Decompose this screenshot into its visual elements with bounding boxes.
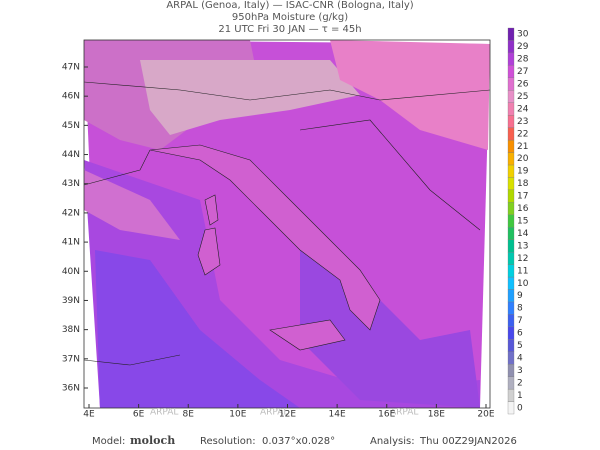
- lat-label: 44N: [62, 150, 80, 160]
- colorbar-label: 14: [517, 229, 529, 239]
- lon-label: 14E: [329, 410, 346, 420]
- colorbar-label: 10: [517, 279, 529, 289]
- colorbar-cell: [507, 401, 515, 415]
- colorbar-cell: [507, 376, 515, 390]
- colorbar-cell: [507, 139, 515, 153]
- colorbar-label: 28: [517, 55, 529, 65]
- colorbar-label: 15: [517, 217, 528, 227]
- colorbar-label: 27: [517, 67, 528, 77]
- colorbar-cell: [507, 227, 515, 240]
- colorbar-cell: [507, 251, 515, 265]
- lat-label: 47N: [62, 63, 80, 73]
- colorbar-label: 26: [517, 80, 529, 90]
- header-line: 21 UTC Fri 30 JAN — τ = 45h: [218, 24, 361, 35]
- colorbar-label: 3: [517, 366, 523, 376]
- colorbar-label: 19: [517, 167, 529, 177]
- footer-label: Model:: [92, 436, 125, 447]
- lat-label: 43N: [62, 179, 80, 189]
- colorbar-cell: [507, 301, 515, 315]
- colorbar-label: 22: [517, 129, 528, 139]
- colorbar-cell: [507, 127, 515, 141]
- colorbar-cell: [507, 289, 515, 303]
- footer: Model: moloch Resolution: 0.037°x0.028° …: [92, 434, 517, 447]
- colorbar-cell: [507, 115, 515, 128]
- footer-label: Analysis:: [370, 436, 415, 447]
- colorbar-cell: [507, 40, 515, 54]
- footer-value: Thu 00Z29JAN2026: [419, 436, 517, 447]
- lat-label: 37N: [62, 354, 80, 364]
- colorbar-label: 4: [517, 353, 523, 363]
- lat-label: 45N: [62, 121, 80, 131]
- colorbar-cell: [507, 27, 515, 41]
- lat-label: 39N: [62, 296, 80, 306]
- watermark: ARPAL: [150, 408, 178, 418]
- lon-label: 18E: [428, 410, 445, 420]
- lon-label: 6E: [133, 410, 145, 420]
- colorbar-cell: [507, 177, 515, 191]
- colorbar-label: 16: [517, 204, 529, 214]
- colorbar-label: 17: [517, 192, 528, 202]
- lon-label: 16E: [378, 410, 395, 420]
- colorbar-cell: [507, 52, 515, 66]
- colorbar-label: 9: [517, 291, 523, 301]
- colorbar-cell: [507, 239, 515, 253]
- colorbar-cell: [507, 77, 515, 91]
- colorbar-cell: [507, 214, 515, 228]
- colorbar-label: 29: [517, 42, 529, 52]
- colorbar-cell: [507, 314, 515, 327]
- footer-label: Resolution:: [200, 436, 256, 447]
- colorbar-cell: [507, 152, 515, 166]
- colorbar-label: 0: [517, 403, 523, 413]
- colorbar-label: 30: [517, 30, 529, 40]
- colorbar-label: 6: [517, 329, 523, 339]
- colorbar-label: 11: [517, 266, 528, 276]
- colorbar-label: 18: [517, 179, 529, 189]
- lon-label: 10E: [229, 410, 246, 420]
- map-field: [83, 39, 491, 409]
- lon-label: 8E: [183, 410, 195, 420]
- colorbar-label: 7: [517, 316, 523, 326]
- colorbar-cell: [507, 351, 515, 365]
- header-line: ARPAL (Genoa, Italy) — ISAC-CNR (Bologna…: [166, 0, 413, 11]
- colorbar-cell: [507, 326, 515, 340]
- colorbar-label: 23: [517, 117, 528, 127]
- colorbar-cell: [507, 364, 515, 377]
- lon-label: 12E: [279, 410, 296, 420]
- lat-label: 40N: [62, 267, 80, 277]
- lon-label: 20E: [477, 410, 494, 420]
- colorbar-label: 13: [517, 241, 528, 251]
- colorbar-cell: [507, 202, 515, 215]
- lat-label: 36N: [62, 384, 80, 394]
- colorbar-cell: [507, 164, 515, 178]
- lat-label: 46N: [62, 92, 80, 102]
- colorbar-cell: [507, 276, 515, 290]
- header-line: 950hPa Moisture (g/kg): [232, 12, 348, 23]
- watermark: ARPAL: [260, 408, 288, 418]
- watermark: ARPAL: [390, 408, 418, 418]
- lat-label: 42N: [62, 208, 80, 218]
- colorbar-label: 12: [517, 254, 528, 264]
- footer-value: 0.037°x0.028°: [262, 436, 335, 447]
- colorbar-cell: [507, 65, 515, 78]
- colorbar-cell: [507, 90, 515, 103]
- colorbar-cell: [507, 264, 515, 278]
- colorbar-cell: [507, 102, 515, 116]
- lat-label: 41N: [62, 238, 80, 248]
- colorbar-cell: [507, 189, 515, 203]
- footer-value: moloch: [130, 434, 175, 447]
- lon-label: 4E: [83, 410, 95, 420]
- colorbar-label: 1: [517, 391, 523, 401]
- colorbar-label: 2: [517, 378, 523, 388]
- colorbar-label: 20: [517, 154, 529, 164]
- colorbar-cell: [507, 339, 515, 352]
- colorbar-label: 24: [517, 104, 529, 114]
- colorbar-label: 5: [517, 341, 523, 351]
- colorbar-label: 8: [517, 304, 523, 314]
- colorbar-cell: [507, 388, 515, 402]
- lat-label: 38N: [62, 325, 80, 335]
- colorbar-label: 21: [517, 142, 528, 152]
- colorbar-label: 25: [517, 92, 528, 102]
